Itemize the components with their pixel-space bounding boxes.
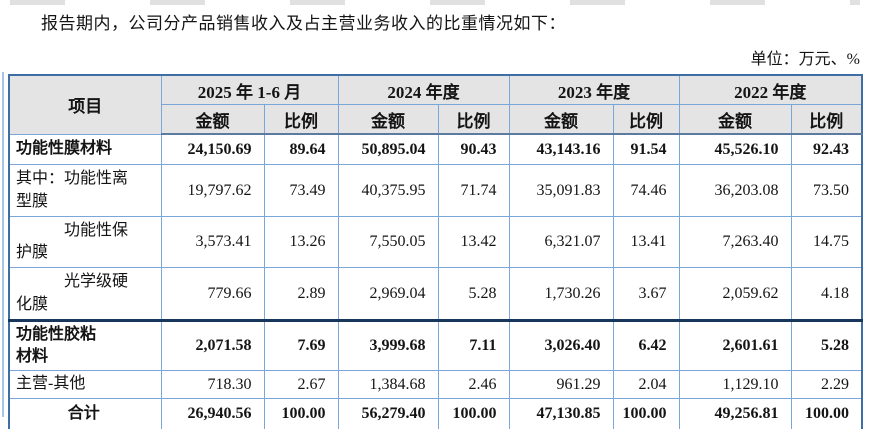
table-row: 功能性胶粘 材料 2,071.58 7.69 3,999.68 7.11 3,026.40… bbox=[8, 319, 863, 371]
amount-cell: 1,730.26 bbox=[508, 267, 614, 321]
ratio-cell: 71.74 bbox=[437, 164, 510, 217]
col-header-ratio: 比例 bbox=[437, 104, 510, 135]
ratio-cell: 5.28 bbox=[437, 267, 510, 321]
revenue-table: 项目 2025 年 1-6 月 2024 年度 2023 年度 2022 年度 … bbox=[8, 74, 864, 429]
ratio-cell: 2.89 bbox=[263, 267, 339, 321]
ratio-cell: 13.42 bbox=[437, 216, 510, 268]
col-header-ratio: 比例 bbox=[263, 104, 339, 135]
amount-cell: 47,130.85 bbox=[508, 398, 614, 429]
amount-cell: 2,969.04 bbox=[337, 267, 439, 321]
row-label: 功能性保 护膜 bbox=[8, 216, 162, 268]
row-label: 光学级硬 化膜 bbox=[8, 267, 162, 321]
ratio-cell: 5.28 bbox=[790, 319, 863, 371]
col-header-amount: 金额 bbox=[337, 104, 439, 135]
ratio-cell: 90.43 bbox=[437, 133, 510, 165]
left-edge-artifact bbox=[2, 72, 4, 417]
table-row: 其中：功能性离 型膜 19,797.62 73.49 40,375.95 71.74 35… bbox=[8, 164, 863, 217]
amount-cell: 26,940.56 bbox=[160, 398, 265, 429]
ratio-cell: 14.75 bbox=[790, 216, 863, 268]
col-header-ratio: 比例 bbox=[790, 104, 863, 135]
header-row-metrics: 金额 比例 金额 比例 金额 比例 金额 比例 bbox=[9, 104, 863, 135]
col-header-amount: 金额 bbox=[160, 104, 265, 135]
amount-cell: 779.66 bbox=[160, 267, 265, 321]
amount-cell: 3,573.41 bbox=[160, 216, 265, 268]
col-header-period-2023: 2023 年度 bbox=[508, 74, 680, 105]
ratio-cell: 2.29 bbox=[790, 370, 863, 399]
amount-cell: 40,375.95 bbox=[337, 164, 439, 217]
amount-cell: 7,550.05 bbox=[337, 216, 439, 268]
ratio-cell: 3.67 bbox=[612, 267, 680, 321]
ratio-cell: 100.00 bbox=[263, 398, 339, 429]
ratio-cell: 2.04 bbox=[612, 370, 680, 399]
ratio-cell: 7.11 bbox=[437, 319, 510, 371]
table-row: 功能性膜材料 24,150.69 89.64 50,895.04 90.43 43,143… bbox=[8, 133, 863, 165]
ratio-cell: 6.42 bbox=[612, 319, 680, 371]
col-header-period-2022: 2022 年度 bbox=[678, 74, 863, 105]
amount-cell: 1,129.10 bbox=[678, 370, 792, 399]
table-header: 项目 2025 年 1-6 月 2024 年度 2023 年度 2022 年度 … bbox=[8, 74, 863, 135]
col-header-period-2024: 2024 年度 bbox=[337, 74, 510, 105]
table-row: 主营-其他 718.30 2.67 1,384.68 2.46 961.29 2.04 1,1… bbox=[8, 370, 863, 399]
amount-cell: 718.30 bbox=[160, 370, 265, 399]
row-label: 功能性膜材料 bbox=[8, 133, 162, 165]
amount-cell: 43,143.16 bbox=[508, 133, 614, 165]
row-label: 合计 bbox=[8, 398, 162, 429]
table-row: 合计 26,940.56 100.00 56,279.40 100.00 47,130.8… bbox=[8, 398, 863, 429]
amount-cell: 7,263.40 bbox=[678, 216, 792, 268]
ratio-cell: 92.43 bbox=[790, 133, 863, 165]
amount-cell: 2,601.61 bbox=[678, 319, 792, 371]
amount-cell: 3,026.40 bbox=[508, 319, 614, 371]
amount-cell: 45,526.10 bbox=[678, 133, 792, 165]
ratio-cell: 89.64 bbox=[263, 133, 339, 165]
amount-cell: 2,071.58 bbox=[160, 319, 265, 371]
amount-cell: 2,059.62 bbox=[678, 267, 792, 321]
ratio-cell: 73.49 bbox=[263, 164, 339, 217]
col-header-amount: 金额 bbox=[678, 104, 792, 135]
ratio-cell: 91.54 bbox=[612, 133, 680, 165]
amount-cell: 961.29 bbox=[508, 370, 614, 399]
amount-cell: 1,384.68 bbox=[337, 370, 439, 399]
row-label: 主营-其他 bbox=[8, 370, 162, 399]
amount-cell: 3,999.68 bbox=[337, 319, 439, 371]
col-header-item: 项目 bbox=[8, 74, 162, 135]
ratio-cell: 13.26 bbox=[263, 216, 339, 268]
ratio-cell: 73.50 bbox=[790, 164, 863, 217]
ratio-cell: 100.00 bbox=[437, 398, 510, 429]
scan-artifact-strip bbox=[10, 0, 860, 5]
amount-cell: 50,895.04 bbox=[337, 133, 439, 165]
ratio-cell: 2.67 bbox=[263, 370, 339, 399]
row-label: 功能性胶粘 材料 bbox=[8, 319, 162, 371]
amount-cell: 24,150.69 bbox=[160, 133, 265, 165]
ratio-cell: 7.69 bbox=[263, 319, 339, 371]
table-row: 功能性保 护膜 3,573.41 13.26 7,550.05 13.42 6,321.0… bbox=[8, 216, 863, 268]
amount-cell: 36,203.08 bbox=[678, 164, 792, 217]
amount-cell: 19,797.62 bbox=[160, 164, 265, 217]
table-row: 光学级硬 化膜 779.66 2.89 2,969.04 5.28 1,730.26 3.6… bbox=[8, 267, 863, 321]
row-label: 其中：功能性离 型膜 bbox=[8, 164, 162, 217]
ratio-cell: 100.00 bbox=[790, 398, 863, 429]
col-header-period-2025h1: 2025 年 1-6 月 bbox=[160, 74, 339, 105]
ratio-cell: 13.41 bbox=[612, 216, 680, 268]
amount-cell: 6,321.07 bbox=[508, 216, 614, 268]
table-body: 功能性膜材料 24,150.69 89.64 50,895.04 90.43 43,143… bbox=[8, 133, 863, 429]
ratio-cell: 100.00 bbox=[612, 398, 680, 429]
ratio-cell: 74.46 bbox=[612, 164, 680, 217]
intro-text: 报告期内，公司分产品销售收入及占主营业务收入的比重情况如下： bbox=[41, 14, 566, 33]
unit-note: 单位：万元、% bbox=[750, 51, 860, 68]
col-header-ratio: 比例 bbox=[612, 104, 680, 135]
col-header-amount: 金额 bbox=[508, 104, 614, 135]
ratio-cell: 4.18 bbox=[790, 267, 863, 321]
amount-cell: 35,091.83 bbox=[508, 164, 614, 217]
amount-cell: 56,279.40 bbox=[337, 398, 439, 429]
ratio-cell: 2.46 bbox=[437, 370, 510, 399]
amount-cell: 49,256.81 bbox=[678, 398, 792, 429]
header-row-periods: 项目 2025 年 1-6 月 2024 年度 2023 年度 2022 年度 bbox=[8, 74, 863, 135]
